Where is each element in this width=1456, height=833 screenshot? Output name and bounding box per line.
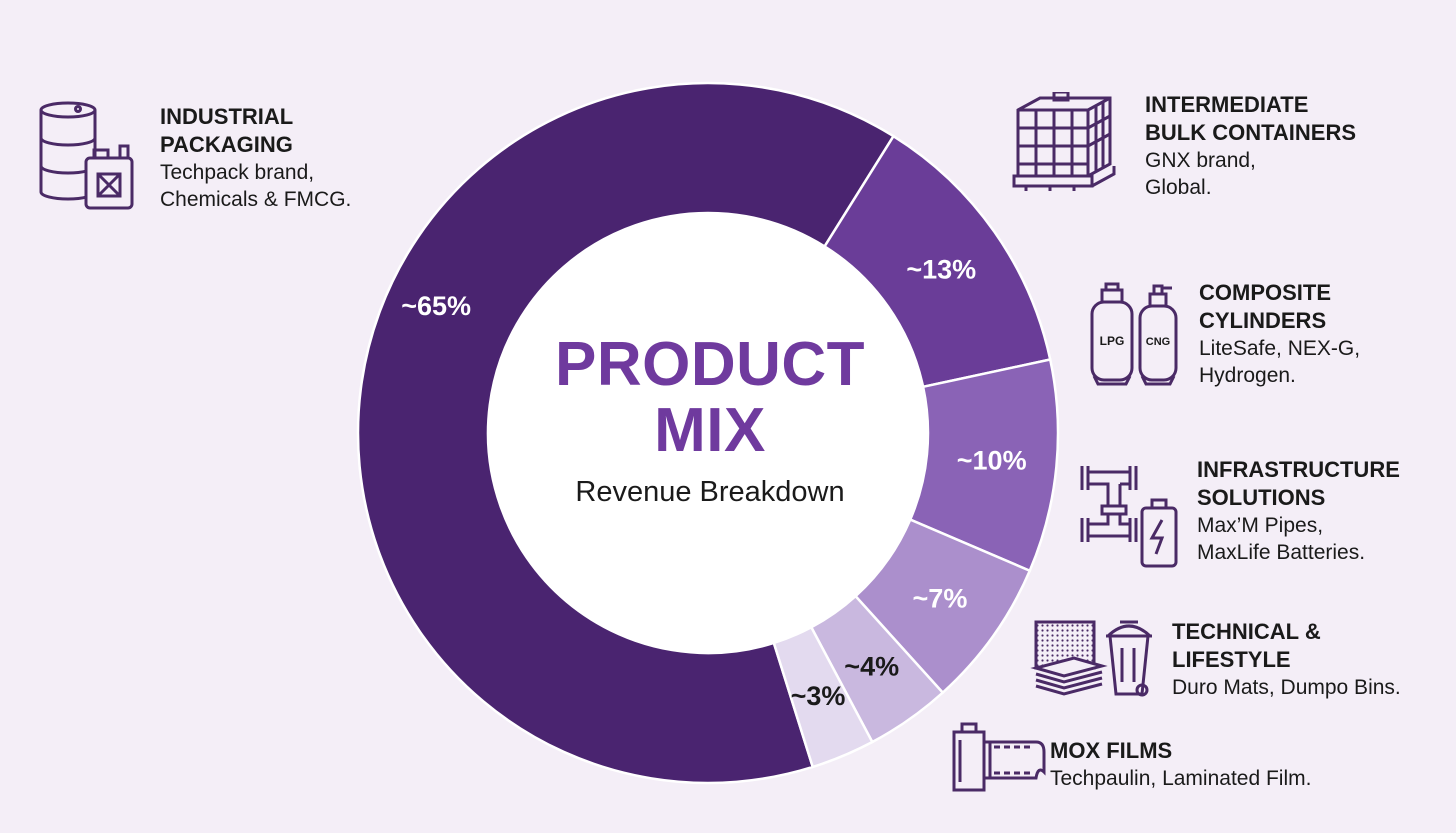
category-desc: Duro Mats, Dumpo Bins. (1172, 676, 1401, 699)
mats-and-bin-icon (1030, 618, 1156, 698)
category-desc: LiteSafe, NEX-G, Hydrogen. (1199, 337, 1361, 387)
chart-subtitle: Revenue Breakdown (575, 476, 845, 508)
category-composite-cylinders: COMPOSITE CYLINDERS LiteSafe, NEX-G, Hyd… (1199, 279, 1360, 389)
gas-cylinders-icon: LPG CNG (1088, 280, 1188, 388)
category-title: COMPOSITE CYLINDERS (1199, 280, 1332, 333)
pipes-and-battery-icon (1080, 462, 1180, 572)
svg-text:LPG: LPG (1100, 334, 1125, 348)
category-mox-films: MOX FILMS Techpaulin, Laminated Film. (1050, 737, 1311, 792)
donut-center (488, 213, 928, 653)
category-desc: Max’M Pipes, MaxLife Batteries. (1197, 514, 1366, 564)
slice-label-industrial-packaging: ~65% (401, 291, 471, 321)
svg-text:CNG: CNG (1146, 336, 1170, 348)
category-title: TECHNICAL & LIFESTYLE (1172, 619, 1321, 672)
film-roll-icon (950, 722, 1046, 794)
category-infrastructure-solutions: INFRASTRUCTURE SOLUTIONS Max’M Pipes, Ma… (1197, 456, 1400, 566)
category-desc: Techpack brand, Chemicals & FMCG. (160, 161, 352, 211)
category-title: INFRASTRUCTURE SOLUTIONS (1197, 457, 1400, 510)
slice-label-technical-lifestyle: ~4% (844, 651, 899, 681)
slice-label-intermediate-bulk-containers: ~13% (906, 254, 976, 284)
chart-title: PRODUCT MIX (554, 330, 866, 465)
category-title: INTERMEDIATE BULK CONTAINERS (1145, 92, 1357, 145)
slice-label-mox-films: ~3% (791, 681, 846, 711)
category-desc: Techpaulin, Laminated Film. (1050, 767, 1312, 790)
category-title: MOX FILMS (1050, 738, 1173, 763)
slice-label-infrastructure-solutions: ~7% (913, 584, 968, 614)
slice-label-composite-cylinders: ~10% (957, 445, 1027, 475)
category-desc: GNX brand, Global. (1145, 149, 1256, 199)
category-title: INDUSTRIAL PACKAGING (160, 104, 294, 157)
drum-and-jerrycan-icon (38, 100, 138, 212)
category-intermediate-bulk-containers: INTERMEDIATE BULK CONTAINERS GNX brand, … (1145, 91, 1356, 201)
category-technical-lifestyle: TECHNICAL & LIFESTYLE Duro Mats, Dumpo B… (1172, 618, 1401, 701)
ibc-tote-icon (1010, 92, 1118, 192)
category-industrial-packaging: INDUSTRIAL PACKAGING Techpack brand, Che… (160, 103, 351, 213)
